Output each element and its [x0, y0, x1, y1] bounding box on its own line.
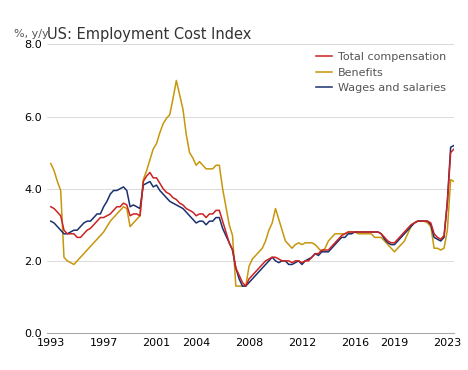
Total compensation [243, 284, 249, 288]
Wages and salaries [273, 259, 278, 263]
Total compensation [421, 219, 427, 223]
Wages and salaries [240, 284, 245, 288]
Wages and salaries [451, 143, 457, 148]
Wages and salaries [164, 195, 169, 200]
Text: US: Employment Cost Index: US: Employment Cost Index [47, 27, 251, 42]
Wages and salaries [302, 259, 308, 263]
Benefits [388, 246, 394, 250]
Total compensation [385, 239, 391, 243]
Total compensation [48, 205, 53, 209]
Benefits [48, 161, 53, 166]
Wages and salaries [68, 230, 73, 234]
Total compensation [273, 255, 278, 259]
Legend: Total compensation, Benefits, Wages and salaries: Total compensation, Benefits, Wages and … [314, 50, 448, 95]
Total compensation [164, 190, 169, 195]
Benefits [174, 78, 179, 83]
Line: Benefits: Benefits [51, 80, 468, 286]
Wages and salaries [48, 219, 53, 223]
Wages and salaries [421, 219, 427, 223]
Benefits [164, 116, 169, 121]
Total compensation [302, 259, 308, 263]
Benefits [276, 217, 282, 222]
Line: Wages and salaries: Wages and salaries [51, 145, 468, 286]
Line: Total compensation: Total compensation [51, 149, 468, 286]
Wages and salaries [385, 240, 391, 245]
Benefits [68, 260, 73, 265]
Text: %, y/y: %, y/y [14, 28, 49, 38]
Benefits [306, 240, 311, 245]
Total compensation [68, 232, 73, 236]
Total compensation [451, 147, 457, 151]
Benefits [233, 284, 239, 288]
Benefits [425, 221, 431, 225]
